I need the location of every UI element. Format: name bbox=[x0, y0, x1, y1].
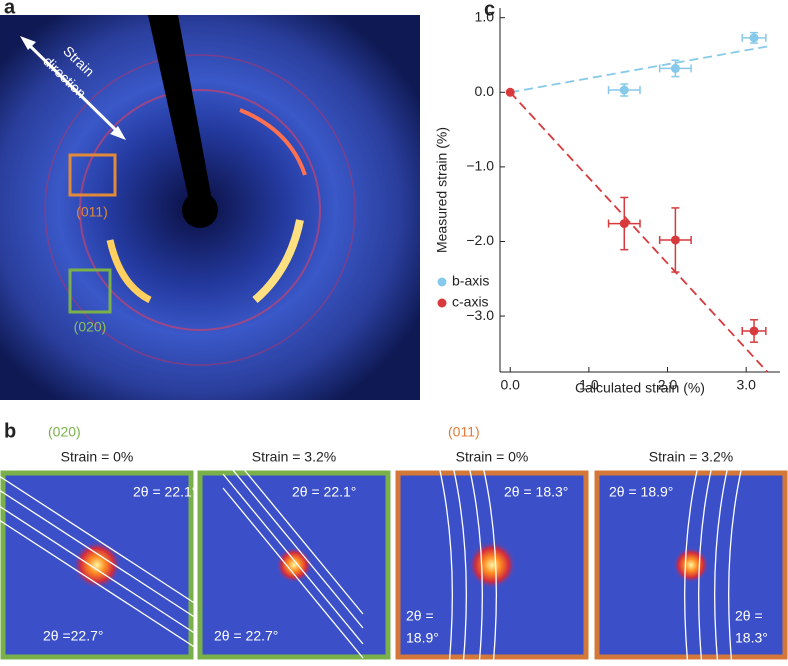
arc bbox=[106, 239, 152, 304]
legend-marker bbox=[437, 298, 447, 308]
subpanel-title: Strain = 3.2% bbox=[649, 449, 733, 465]
y-tick-label: −3.0 bbox=[466, 307, 494, 323]
fit-line bbox=[509, 91, 769, 373]
beam-stop bbox=[148, 15, 212, 205]
y-tick-label: 1.0 bbox=[475, 8, 495, 24]
legend-label: b-axis bbox=[452, 273, 489, 289]
panel-a: Strain direction (011) (020) a bbox=[0, 0, 420, 400]
subpanel-title: Strain = 0% bbox=[61, 449, 134, 465]
strain-lines bbox=[684, 465, 743, 666]
contour-line bbox=[222, 457, 364, 629]
contour-line bbox=[482, 465, 497, 666]
contour-line bbox=[0, 519, 197, 649]
contour-line bbox=[222, 487, 364, 659]
chart: 1.0 0.0 −1.0 −2.0 −3.0 0.0 1.0 2.0 3.0 Calculated… bbox=[434, 8, 780, 396]
diffraction-spot bbox=[276, 547, 312, 583]
two-theta-label: 2θ = 22.1° bbox=[292, 484, 356, 500]
diffraction-spot bbox=[673, 547, 709, 583]
contour-line bbox=[452, 465, 467, 666]
panel-label: a bbox=[4, 0, 16, 18]
point bbox=[670, 235, 680, 245]
point bbox=[619, 85, 629, 95]
legend-label: c-axis bbox=[452, 294, 489, 310]
x-tick-label: 2.0 bbox=[658, 377, 678, 393]
x-axis-title: Calculated strain (%) bbox=[575, 380, 705, 396]
x-tick-label: 3.0 bbox=[736, 377, 756, 393]
contour-line bbox=[468, 465, 483, 666]
contour-line bbox=[684, 465, 699, 666]
contour-line bbox=[698, 465, 713, 666]
point bbox=[749, 326, 759, 336]
point bbox=[619, 219, 629, 229]
y-tick-label: −1.0 bbox=[466, 158, 494, 174]
contour-line bbox=[714, 465, 729, 666]
subpanel-title: Strain = 0% bbox=[456, 449, 529, 465]
diffraction-spot bbox=[468, 541, 516, 589]
two-theta-label: 2θ = bbox=[406, 608, 434, 624]
contour-line bbox=[222, 443, 364, 615]
point bbox=[670, 63, 680, 73]
two-theta-label: 18.3° bbox=[735, 630, 768, 646]
two-theta-label: 2θ = 22.1° bbox=[133, 484, 197, 500]
two-theta-label: 2θ = bbox=[735, 608, 763, 624]
box-label: (020) bbox=[74, 319, 107, 335]
two-theta-label: 2θ = 18.9° bbox=[609, 484, 673, 500]
group-label: (011) bbox=[448, 424, 480, 440]
subpanel-image bbox=[197, 470, 391, 660]
beam-stop bbox=[182, 192, 218, 228]
arc bbox=[252, 219, 304, 304]
box-label: (011) bbox=[76, 204, 108, 220]
contour-line bbox=[222, 473, 364, 645]
contour-line bbox=[0, 505, 197, 635]
subpanel-title: Strain = 3.2% bbox=[252, 449, 336, 465]
legend-marker bbox=[437, 277, 447, 287]
box-020 bbox=[68, 268, 112, 314]
contour-line bbox=[0, 475, 197, 605]
fit-line bbox=[510, 45, 770, 94]
x-tick-label: 1.0 bbox=[579, 377, 599, 393]
ring bbox=[44, 54, 356, 366]
y-tick-label: −2.0 bbox=[466, 232, 494, 248]
ring bbox=[79, 89, 321, 331]
point bbox=[749, 33, 759, 43]
y-tick-label: 0.0 bbox=[475, 83, 495, 99]
two-theta-label: 2θ = 18.3° bbox=[504, 484, 568, 500]
panel-label: b bbox=[4, 420, 16, 442]
two-theta-label: 2θ = 22.7° bbox=[214, 628, 278, 644]
arc bbox=[239, 108, 307, 176]
contour-line bbox=[0, 489, 197, 619]
strain-lines bbox=[438, 465, 497, 666]
contour-line bbox=[728, 465, 743, 666]
two-theta-label: 2θ =22.7° bbox=[43, 628, 103, 644]
two-theta-label: 18.9° bbox=[406, 630, 439, 646]
panel-b: Strain = 0% 2θ = 22.1° 2θ =22.7° Strain = 3… bbox=[0, 443, 788, 666]
x-tick-label: 0.0 bbox=[500, 377, 520, 393]
y-axis-title: Measured strain (%) bbox=[434, 127, 450, 253]
point bbox=[505, 87, 515, 97]
contour-line bbox=[438, 465, 453, 666]
strain-lines bbox=[0, 475, 197, 649]
panel-label: c bbox=[484, 0, 495, 20]
group-label: (020) bbox=[48, 424, 81, 440]
box-011 bbox=[68, 153, 117, 197]
strain-arrow bbox=[24, 40, 122, 136]
arrow-head bbox=[20, 36, 126, 140]
strain-lines bbox=[222, 443, 364, 659]
